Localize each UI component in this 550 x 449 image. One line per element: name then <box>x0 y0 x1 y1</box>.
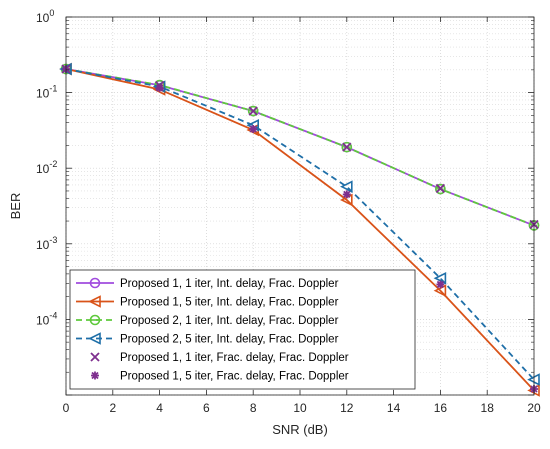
x-tick-label: 10 <box>293 401 307 415</box>
data-point <box>341 141 353 153</box>
x-tick-label: 12 <box>340 401 354 415</box>
legend-entry: Proposed 1, 1 iter, Frac. delay, Frac. D… <box>90 352 349 364</box>
legend-label: Proposed 1, 5 iter, Frac. delay, Frac. D… <box>120 371 349 383</box>
data-point <box>340 180 353 193</box>
legend-entry: Proposed 2, 5 iter, Int. delay, Frac. Do… <box>76 332 339 346</box>
legend-label: Proposed 2, 1 iter, Int. delay, Frac. Do… <box>120 315 339 327</box>
y-tick-label: 10-2 <box>36 159 57 176</box>
x-tick-label: 14 <box>387 401 401 415</box>
series-line <box>65 68 535 381</box>
data-point <box>88 332 101 345</box>
legend-entry: Proposed 1, 5 iter, Int. delay, Frac. Do… <box>76 295 339 309</box>
data-point <box>342 190 351 199</box>
y-axis-label: BER <box>8 193 23 220</box>
series-layer <box>59 62 540 397</box>
data-point <box>249 125 258 133</box>
legend-entry: Proposed 1, 1 iter, Int. delay, Frac. Do… <box>76 277 339 290</box>
data-point <box>342 142 352 152</box>
legend-label: Proposed 1, 1 iter, Int. delay, Frac. Do… <box>120 278 339 290</box>
x-tick-labels: 0 2 4 6 8 10 12 14 16 18 20 <box>63 401 541 415</box>
data-point <box>247 105 259 117</box>
legend-label: Proposed 1, 5 iter, Int. delay, Frac. Do… <box>120 297 339 309</box>
x-tick-label: 18 <box>481 401 495 415</box>
series-line <box>65 68 535 227</box>
x-tick-label: 8 <box>250 401 257 415</box>
x-tick-label: 0 <box>63 401 70 415</box>
data-point <box>91 371 99 380</box>
x-axis-label: SNR (dB) <box>272 422 328 437</box>
legend-entry: Proposed 1, 5 iter, Frac. delay, Frac. D… <box>91 371 349 383</box>
y-tick-label: 10-3 <box>36 235 57 252</box>
legend-entry: Proposed 2, 1 iter, Int. delay, Frac. Do… <box>76 314 339 327</box>
x-tick-label: 16 <box>434 401 448 415</box>
data-point <box>435 183 446 195</box>
data-point <box>89 277 101 289</box>
y-tick-label: 10-1 <box>36 84 57 101</box>
legend-box <box>69 269 416 390</box>
data-point <box>90 352 100 362</box>
legend-label: Proposed 2, 5 iter, Int. delay, Frac. Do… <box>120 334 339 346</box>
axis-ticks <box>65 16 535 396</box>
data-point <box>248 106 258 116</box>
data-point <box>435 183 446 194</box>
series-line <box>65 68 535 392</box>
data-point <box>436 280 445 289</box>
y-tick-label: 10-4 <box>36 310 57 327</box>
data-point <box>89 314 101 326</box>
legend-label: Proposed 1, 1 iter, Frac. delay, Frac. D… <box>120 352 349 364</box>
legend: Proposed 1, 1 iter, Int. delay, Frac. Do… <box>69 269 416 390</box>
x-tick-label: 20 <box>527 401 541 415</box>
data-point <box>88 295 101 308</box>
y-tick-label: 100 <box>36 8 54 25</box>
data-point <box>155 84 164 93</box>
x-tick-label: 6 <box>203 401 210 415</box>
y-tick-labels: 10-4 10-3 10-2 10-1 100 <box>36 8 57 327</box>
x-tick-label: 2 <box>109 401 116 415</box>
x-tick-label: 4 <box>156 401 163 415</box>
